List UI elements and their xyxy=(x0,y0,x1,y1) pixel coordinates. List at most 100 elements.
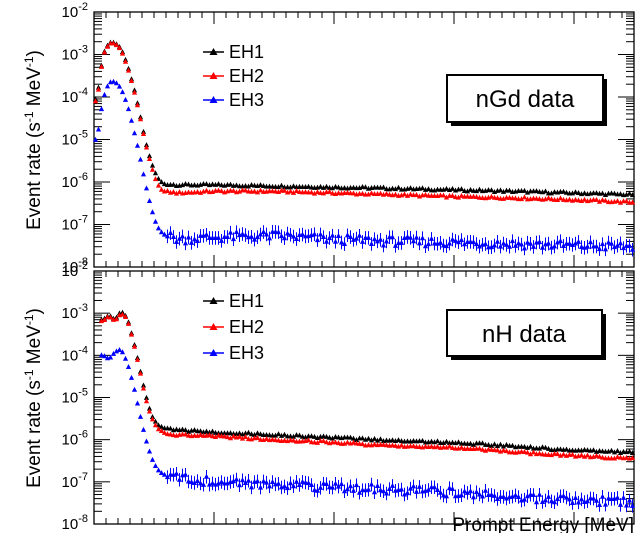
data-point xyxy=(185,234,192,240)
data-point xyxy=(326,188,333,194)
data-point xyxy=(473,188,480,194)
data-point xyxy=(212,434,219,440)
data-point xyxy=(182,471,189,477)
data-point xyxy=(104,83,111,89)
data-point xyxy=(545,445,552,451)
data-point xyxy=(497,441,504,447)
data-point xyxy=(281,483,288,489)
data-point xyxy=(269,436,276,442)
data-point xyxy=(389,437,396,443)
data-point xyxy=(314,439,321,445)
data-point xyxy=(629,199,636,205)
data-point xyxy=(314,487,321,493)
data-point xyxy=(323,433,330,439)
data-point xyxy=(245,429,252,435)
data-point xyxy=(536,239,543,245)
data-point xyxy=(560,451,567,457)
data-point xyxy=(128,331,135,337)
x-axis-title: Prompt Energy [MeV] xyxy=(452,515,634,533)
data-point xyxy=(317,484,324,490)
data-point xyxy=(293,478,300,484)
data-point xyxy=(341,241,348,247)
data-point xyxy=(626,190,633,196)
data-point xyxy=(404,490,411,496)
data-point xyxy=(407,485,414,491)
data-point xyxy=(470,239,477,245)
legend-item-eh1: EH1 xyxy=(203,42,264,62)
data-point xyxy=(299,231,306,237)
data-point xyxy=(230,478,237,484)
data-point xyxy=(476,186,483,192)
data-point xyxy=(521,496,528,502)
data-point xyxy=(629,455,636,461)
data-point xyxy=(347,483,354,489)
data-point xyxy=(596,198,603,204)
data-point xyxy=(383,442,390,448)
data-point xyxy=(575,197,582,203)
data-point xyxy=(272,432,279,438)
data-point xyxy=(617,501,624,507)
data-point xyxy=(305,183,312,189)
data-point xyxy=(509,442,516,448)
annotation-text: nH data xyxy=(482,321,567,348)
data-point xyxy=(359,238,366,244)
data-point xyxy=(473,489,480,495)
data-point xyxy=(425,186,432,192)
series-eh3 xyxy=(98,347,636,513)
data-point xyxy=(392,242,399,248)
plot-frame xyxy=(93,11,635,268)
data-point xyxy=(449,192,456,198)
data-point xyxy=(233,229,240,235)
data-point xyxy=(428,235,435,241)
data-point xyxy=(545,195,552,201)
data-point xyxy=(239,435,246,441)
data-point xyxy=(152,170,159,176)
data-point xyxy=(275,189,282,195)
data-point xyxy=(563,494,570,500)
data-point xyxy=(482,487,489,493)
data-point xyxy=(227,435,234,441)
data-point xyxy=(260,478,267,484)
legend-marker xyxy=(209,297,218,304)
data-point xyxy=(521,194,528,200)
data-point xyxy=(125,106,132,112)
data-point xyxy=(578,452,585,458)
data-point xyxy=(245,477,252,483)
data-point xyxy=(380,488,387,494)
data-point xyxy=(536,491,543,497)
data-point xyxy=(137,413,144,419)
data-point xyxy=(332,433,339,439)
data-point xyxy=(215,432,222,438)
annotation-frame xyxy=(446,309,603,357)
data-point xyxy=(623,454,630,460)
data-point xyxy=(575,499,582,505)
data-point xyxy=(521,245,528,251)
data-point xyxy=(191,427,198,433)
data-point xyxy=(92,98,99,104)
data-point xyxy=(137,370,144,376)
data-point xyxy=(500,188,507,194)
data-point xyxy=(365,486,372,492)
data-point xyxy=(344,486,351,492)
data-point xyxy=(434,438,441,444)
data-point xyxy=(389,234,396,240)
data-point xyxy=(617,240,624,246)
data-point xyxy=(500,240,507,246)
data-point xyxy=(302,479,309,485)
data-point xyxy=(530,449,537,455)
data-point xyxy=(200,481,207,487)
data-point xyxy=(287,188,294,194)
data-point xyxy=(167,425,174,431)
data-point xyxy=(416,240,423,246)
data-point xyxy=(113,80,120,86)
data-point xyxy=(404,233,411,239)
legend-item-eh3: EH3 xyxy=(203,343,264,363)
series-eh2 xyxy=(92,40,636,205)
y-tick-label: 10-6 xyxy=(62,171,88,191)
data-point xyxy=(512,195,519,201)
data-point xyxy=(263,436,270,442)
data-point xyxy=(593,497,600,503)
data-point xyxy=(629,192,636,198)
x-tick-label: 20 xyxy=(206,531,223,533)
data-point xyxy=(215,181,222,187)
